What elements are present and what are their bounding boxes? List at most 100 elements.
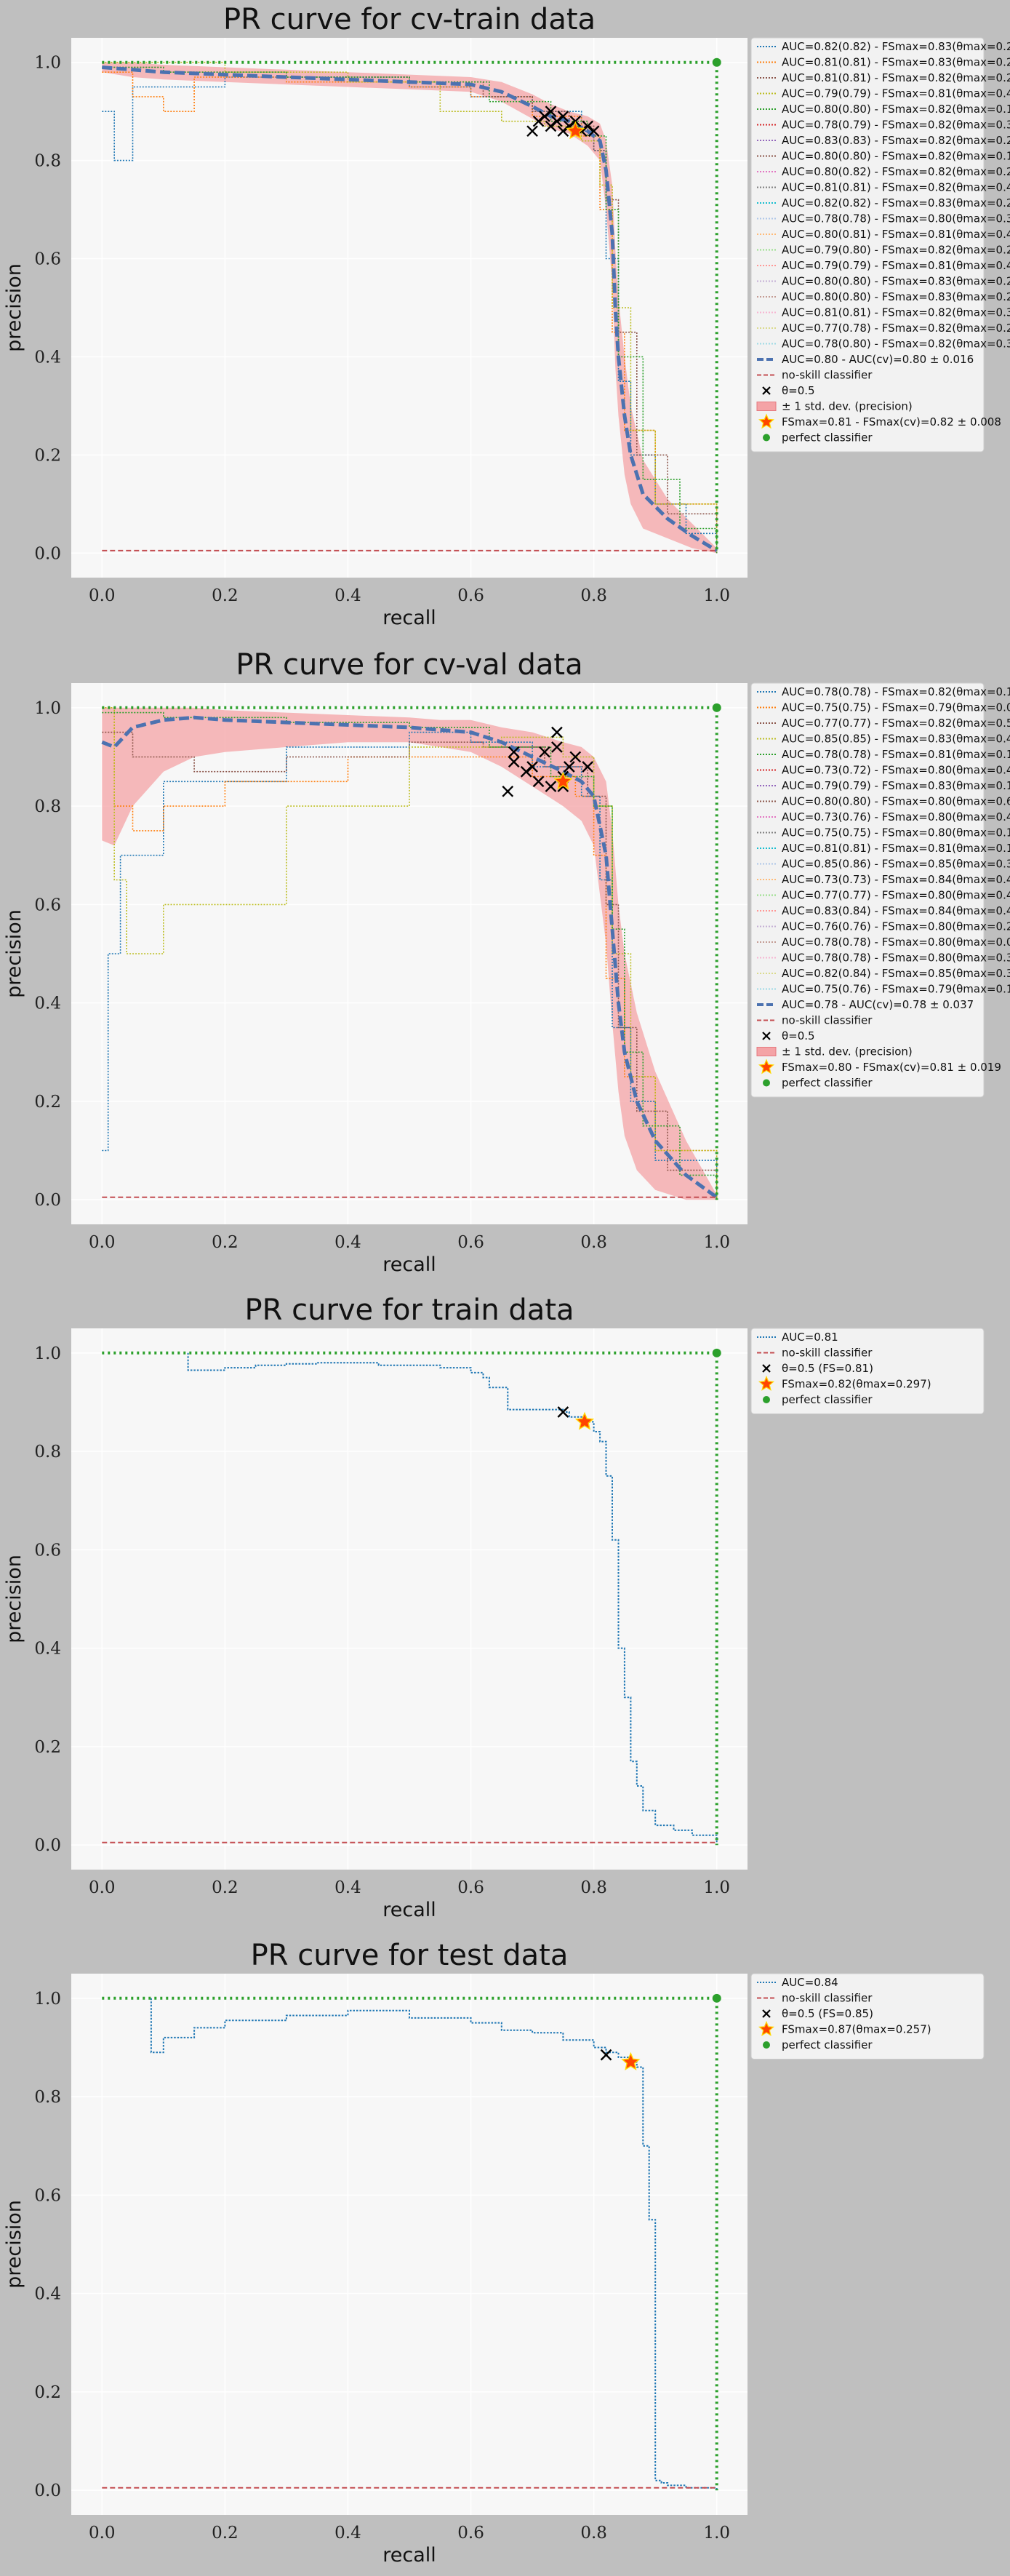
legend-cross — [762, 1364, 771, 1373]
chart-title: PR curve for cv-val data — [236, 648, 582, 682]
threshold-cross — [563, 761, 575, 773]
x-tick-label: 0.6 — [457, 1233, 484, 1252]
threshold-cross — [569, 751, 582, 763]
legend-entry: AUC=0.82(0.82) - FSmax=0.83(θmax=0.232) — [782, 40, 1010, 53]
chart-title: PR curve for cv-train data — [223, 3, 596, 36]
legend-box — [750, 1328, 985, 1414]
legend-entry: θ=0.5 (FS=0.85) — [782, 2007, 873, 2020]
x-tick-label: 0.2 — [212, 2524, 239, 2543]
y-tick-label: 1.0 — [34, 699, 61, 718]
threshold-cross — [532, 115, 545, 127]
legend-entry: AUC=0.80(0.80) - FSmax=0.82(θmax=0.177) — [782, 103, 1010, 116]
legend-entry: AUC=0.82(0.82) - FSmax=0.83(θmax=0.201) — [782, 196, 1010, 210]
legend-cross — [762, 386, 771, 395]
y-tick-label: 0.2 — [34, 446, 61, 465]
y-tick-label: 0.0 — [34, 1191, 61, 1210]
y-tick-label: 0.8 — [34, 152, 61, 171]
legend-cross — [762, 1032, 771, 1040]
legend-entry: no-skill classifier — [782, 1014, 873, 1027]
y-tick-label: 0.0 — [34, 544, 61, 563]
legend-entry: AUC=0.78(0.79) - FSmax=0.82(θmax=0.379) — [782, 119, 1010, 132]
legend-entry: AUC=0.80(0.82) - FSmax=0.82(θmax=0.263) — [782, 165, 1010, 178]
x-tick-label: 0.8 — [580, 586, 607, 605]
x-axis-label: recall — [382, 1899, 436, 1921]
legend-entry: AUC=0.75(0.75) - FSmax=0.80(θmax=0.184) — [782, 826, 1010, 840]
fold-curve — [102, 731, 718, 1200]
y-tick-label: 0.2 — [34, 1738, 61, 1757]
x-tick-label: 0.4 — [334, 1233, 361, 1252]
legend-dot — [763, 2041, 770, 2049]
x-tick-label: 0.8 — [580, 2524, 607, 2543]
legend-entry: AUC=0.79(0.79) - FSmax=0.83(θmax=0.131) — [782, 779, 1010, 792]
y-axis-label: precision — [3, 2200, 25, 2289]
chart-title: PR curve for test data — [251, 1939, 569, 1972]
y-tick-label: 0.6 — [34, 250, 61, 269]
legend-dot — [763, 1396, 770, 1403]
legend-entry: FSmax=0.80 - FSmax(cv)=0.81 ± 0.019 — [782, 1061, 1001, 1074]
legend-entry: AUC=0.78(0.78) - FSmax=0.80(θmax=0.303) — [782, 952, 1010, 965]
perfect-classifier-line — [102, 706, 718, 1200]
threshold-cross — [600, 2049, 612, 2061]
x-tick-label: 0.8 — [580, 1878, 607, 1897]
legend-dot — [763, 434, 770, 442]
plot-area — [71, 1974, 748, 2515]
x-tick-label: 0.8 — [580, 1233, 607, 1252]
chart-panel-3: 0.0 0.2 0.4 0.6 0.8 1.0 0.0 0.2 0.4 0.6 0.8 1.0 PR c… — [3, 1293, 985, 1921]
legend-entry: θ=0.5 — [782, 384, 815, 397]
y-tick-label: 1.0 — [34, 54, 61, 73]
legend-star — [758, 1375, 774, 1391]
chart-panel-1: 0.0 0.2 0.4 0.6 0.8 1.0 0.0 0.2 0.4 0.6 0.8 1.0 PR c… — [3, 3, 1010, 629]
y-tick-label: 0.0 — [34, 1836, 61, 1855]
legend: AUC=0.78(0.78) - FSmax=0.82(θmax=0.169) A… — [750, 682, 1010, 1098]
x-tick-label: 0.0 — [89, 1878, 116, 1897]
x-tick-label: 0.0 — [89, 1233, 116, 1252]
x-tick-label: 0.6 — [457, 586, 484, 605]
legend-box — [750, 1973, 985, 2059]
legend-entry: AUC=0.80(0.80) - FSmax=0.83(θmax=0.248) — [782, 275, 1010, 288]
x-axis-label: recall — [382, 1253, 436, 1276]
y-tick-label: 0.8 — [34, 2088, 61, 2107]
y-tick-label: 0.2 — [34, 1093, 61, 1112]
perfect-classifier-point — [712, 57, 721, 67]
legend-swatch — [756, 402, 777, 411]
fold-curve — [102, 66, 718, 554]
legend-entry: no-skill classifier — [782, 369, 873, 382]
x-tick-label: 0.2 — [212, 1233, 239, 1252]
x-tick-label: 0.4 — [334, 1878, 361, 1897]
legend-entry: AUC=0.79(0.80) - FSmax=0.82(θmax=0.228) — [782, 244, 1010, 257]
y-tick-label: 0.8 — [34, 797, 61, 816]
chart-panel-4: 0.0 0.2 0.4 0.6 0.8 1.0 0.0 0.2 0.4 0.6 0.8 1.0 PR c… — [3, 1939, 985, 2567]
threshold-cross — [557, 111, 569, 122]
threshold-cross — [502, 785, 514, 797]
legend: AUC=0.82(0.82) - FSmax=0.83(θmax=0.232) A… — [750, 37, 1010, 452]
x-tick-label: 0.6 — [457, 2524, 484, 2543]
threshold-cross — [557, 1406, 569, 1418]
legend-entry: AUC=0.85(0.85) - FSmax=0.83(θmax=0.483) — [782, 733, 1010, 746]
perfect-classifier-line — [102, 60, 718, 554]
fold-curve — [102, 71, 718, 554]
y-tick-label: 0.6 — [34, 1541, 61, 1560]
pr-curve — [150, 1998, 718, 2491]
threshold-cross — [551, 726, 563, 738]
y-tick-label: 0.4 — [34, 2285, 61, 2304]
legend-entry: AUC=0.75(0.76) - FSmax=0.79(θmax=0.170) — [782, 983, 1010, 996]
threshold-cross — [508, 746, 520, 758]
chart-title: PR curve for train data — [244, 1293, 574, 1327]
threshold-cross — [545, 105, 557, 118]
fsmax-star — [566, 121, 585, 140]
legend-entry: AUC=0.78 - AUC(cv)=0.78 ± 0.037 — [782, 998, 974, 1011]
legend-entry: AUC=0.81(0.81) - FSmax=0.81(θmax=0.124) — [782, 842, 1010, 855]
legend-entry: AUC=0.77(0.77) - FSmax=0.80(θmax=0.430) — [782, 889, 1010, 902]
legend-entry: perfect classifier — [782, 1077, 873, 1090]
legend-entry: AUC=0.73(0.76) - FSmax=0.80(θmax=0.446) — [782, 810, 1010, 824]
threshold-cross — [582, 761, 594, 773]
y-tick-label: 1.0 — [34, 1990, 61, 2009]
threshold-cross — [539, 111, 550, 122]
perfect-classifier-line — [102, 1996, 718, 2491]
legend-entry: ± 1 std. dev. (precision) — [782, 1045, 913, 1058]
legend-entry: AUC=0.77(0.77) - FSmax=0.82(θmax=0.512) — [782, 717, 1010, 730]
y-axis-label: precision — [3, 909, 25, 998]
x-axis-label: recall — [382, 607, 436, 629]
